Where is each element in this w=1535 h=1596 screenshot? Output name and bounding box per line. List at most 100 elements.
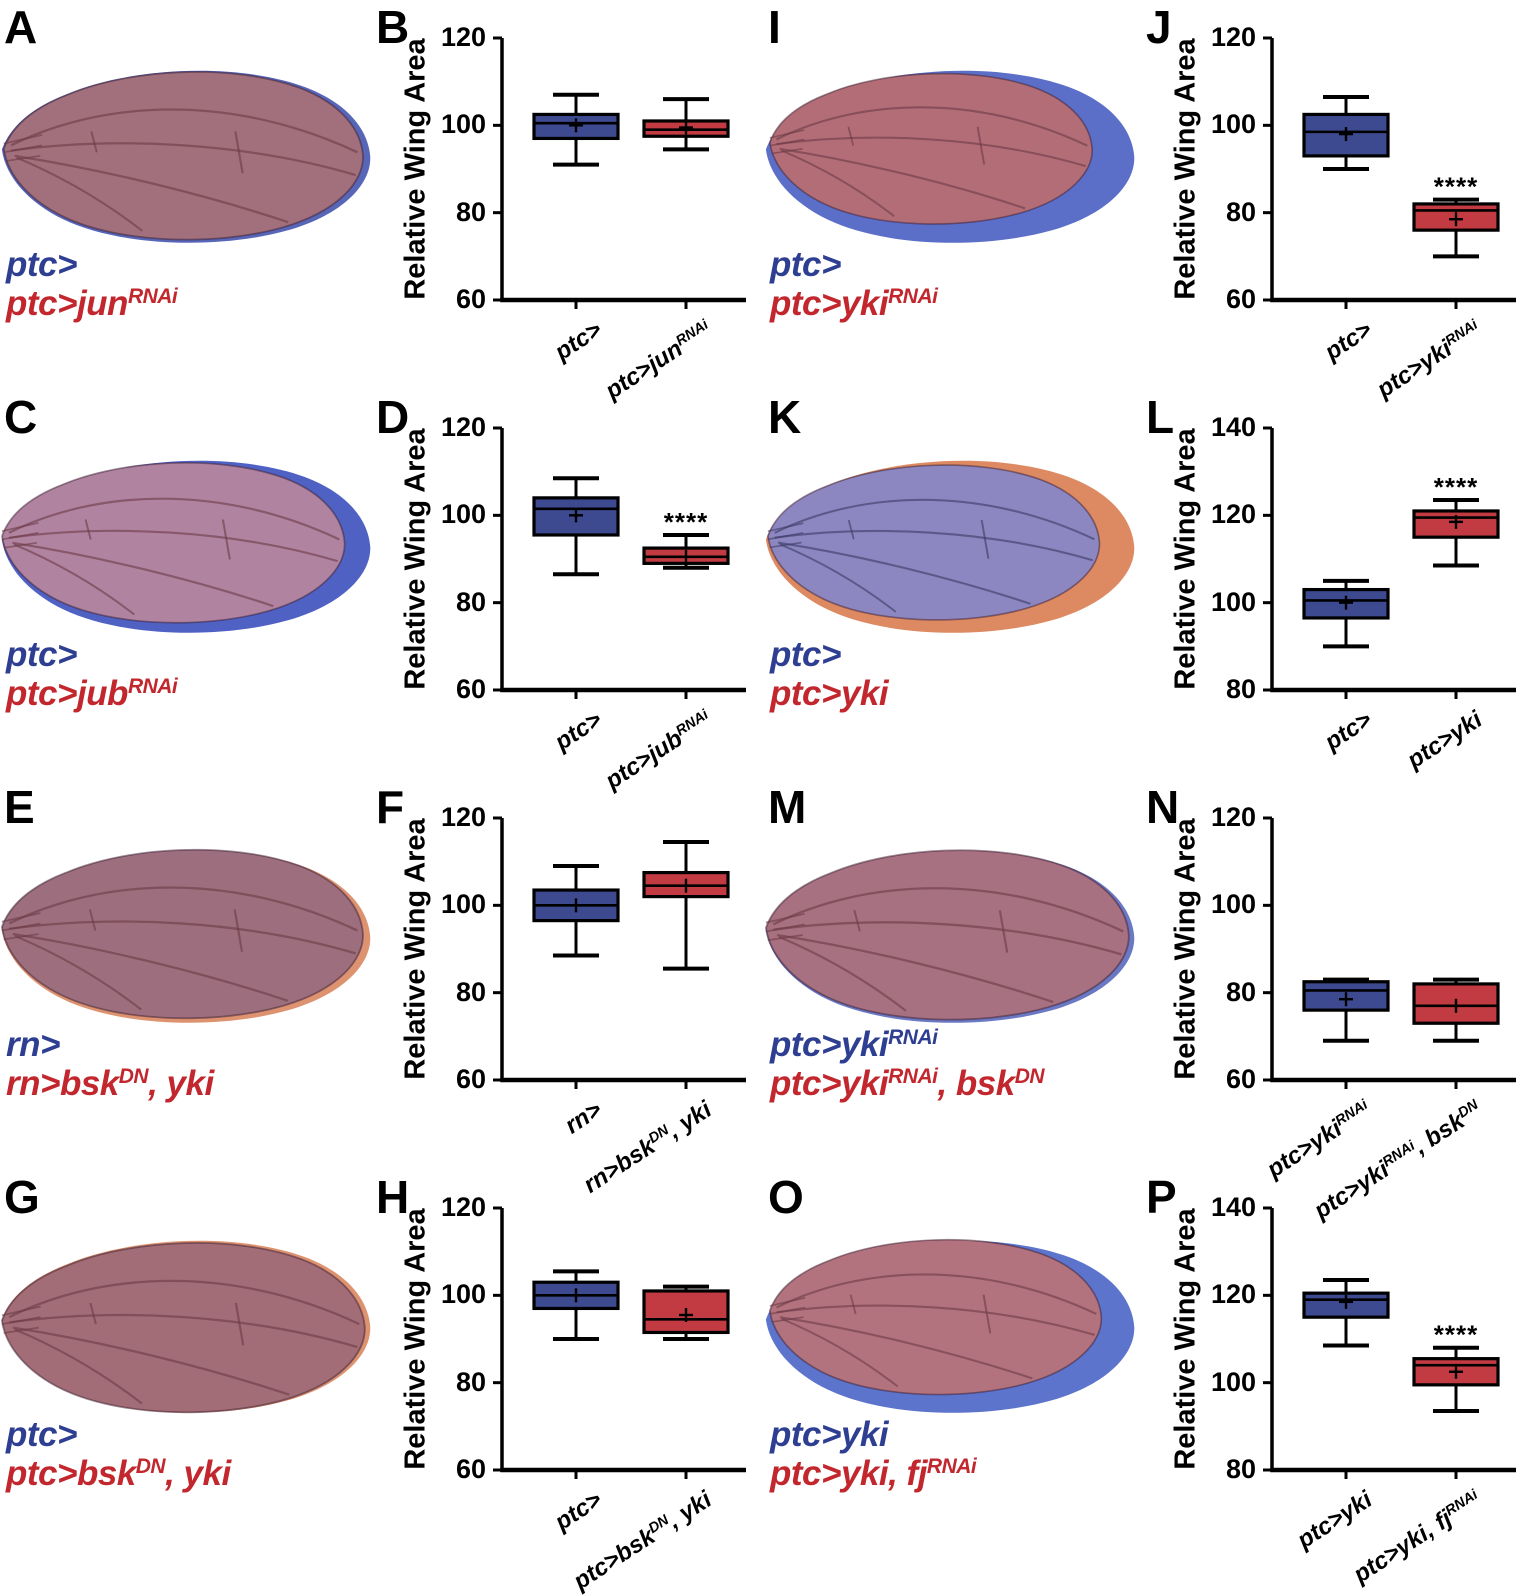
- superscript: RNAi: [1443, 1486, 1482, 1520]
- wing-image: [765, 1238, 1135, 1413]
- wing-vein: [976, 126, 986, 165]
- wing-vein: [8, 497, 340, 541]
- wing-vein: [776, 1304, 1095, 1336]
- wing-vein: [16, 156, 144, 232]
- wing-vein: [980, 519, 990, 559]
- wing-vein: [776, 136, 1086, 168]
- box-plot: [493, 1206, 746, 1479]
- genotype-label-blue: rn>: [6, 1025, 60, 1064]
- wing-vein: [853, 910, 861, 932]
- y-tick-label: 80: [455, 976, 486, 1007]
- genotype-label-blue: ptc>ykiRNAi: [770, 1025, 938, 1064]
- wing-vein: [90, 131, 98, 153]
- wing-vein: [234, 131, 244, 174]
- y-tick-label: 80: [1225, 196, 1256, 227]
- wing-vein: [1, 912, 41, 923]
- wing-body: [768, 1238, 1103, 1396]
- wing-vein: [781, 1317, 899, 1388]
- y-tick-label: 140: [1210, 412, 1256, 442]
- y-tick-label: 80: [1225, 1454, 1256, 1484]
- wing-vein: [774, 498, 1095, 541]
- panel-B: B Relative Wing Area 60 80 100 120 ptc> ptc>jun…: [372, 0, 764, 405]
- genotype-label-blue: ptc>yki: [770, 1415, 889, 1454]
- iqr-box: [1412, 202, 1500, 232]
- box-group-blue: [1302, 578, 1390, 699]
- box-plot: ****: [493, 426, 746, 699]
- y-tick-label: 100: [1210, 1366, 1256, 1397]
- superscript: DN: [118, 1064, 149, 1088]
- wing-body: [764, 849, 1130, 1021]
- wing-vein: [767, 532, 804, 541]
- wing-vein: [769, 541, 802, 549]
- y-tick-label: 60: [1225, 1064, 1256, 1094]
- y-tick-label: 60: [455, 284, 486, 314]
- panel-letter: F: [376, 781, 405, 833]
- superscript: RNAi: [1443, 316, 1482, 350]
- panel-letter: C: [4, 391, 38, 443]
- y-axis-label: Relative Wing Area: [1169, 38, 1202, 300]
- x-tick-label: ptc>: [1320, 316, 1377, 366]
- wing-vein: [771, 148, 803, 155]
- y-axis-label: Relative Wing Area: [399, 428, 432, 690]
- y-tick-label: 80: [1225, 976, 1256, 1007]
- wing-vein: [8, 886, 358, 932]
- superscript: RNAi: [926, 1454, 977, 1478]
- x-tick-label: ptc>: [550, 1486, 607, 1536]
- wing-body: [0, 1242, 366, 1414]
- wing-vein: [847, 519, 855, 540]
- genotype-label-blue: ptc>: [6, 245, 77, 284]
- y-tick-label: 100: [440, 889, 486, 920]
- wing-vein: [773, 921, 1122, 956]
- wing-vein: [5, 154, 41, 162]
- panel-letter: H: [376, 1171, 410, 1223]
- panel-N: N Relative Wing Area 60 80 100 120 ptc>ykiRNAi…: [1142, 780, 1535, 1224]
- genotype-label-red: ptc>ykiRNAi, bskDN: [770, 1063, 1045, 1103]
- box-plot: [493, 36, 746, 309]
- x-tick-label: ptc>: [550, 706, 607, 756]
- y-tick-label: 100: [440, 499, 486, 530]
- superscript: RNAi: [127, 674, 178, 698]
- panel-letter: G: [4, 1171, 40, 1223]
- box-group-red: [642, 97, 730, 309]
- wing-vein: [769, 129, 805, 139]
- wing-vein: [8, 529, 338, 563]
- superscript: DN: [135, 1454, 166, 1478]
- panel-letter: D: [376, 391, 410, 443]
- wing-vein: [234, 1302, 245, 1346]
- wing-vein: [221, 519, 231, 560]
- wing-vein: [769, 1297, 806, 1307]
- box-plot: [1263, 816, 1516, 1089]
- wing-vein: [1, 522, 39, 532]
- genotype-label-blue: ptc>: [6, 1415, 77, 1454]
- genotype-labels: ptc> ptc>ykiRNAi: [770, 245, 938, 323]
- wing-vein: [772, 887, 1124, 933]
- y-tick-label: 120: [1210, 1279, 1256, 1310]
- wing-vein: [777, 541, 1031, 605]
- wing-body: [769, 72, 1094, 225]
- y-tick-label: 120: [440, 1192, 486, 1222]
- wing-vein: [84, 519, 92, 540]
- box-group-red: ****: [1412, 472, 1500, 699]
- y-tick-label: 80: [455, 196, 486, 227]
- wing-vein: [14, 1328, 143, 1405]
- genotype-labels: ptc>ykiRNAi ptc>ykiRNAi, bskDN: [770, 1025, 1045, 1103]
- superscript: RNAi: [888, 1026, 938, 1050]
- wing-body: [1, 461, 346, 624]
- superscript: RNAi: [1333, 1096, 1372, 1130]
- box-group-blue: [1302, 1278, 1390, 1479]
- genotype-label-red: ptc>yki, fjRNAi: [770, 1453, 977, 1493]
- wing-vein: [1, 531, 39, 541]
- wing-image: [764, 849, 1135, 1023]
- x-tick-label: ptc>yki: [1292, 1486, 1377, 1555]
- y-tick-label: 60: [1225, 284, 1256, 314]
- box-group-red: ****: [642, 507, 730, 699]
- y-tick-label: 140: [1210, 1192, 1256, 1222]
- panel-D: D **** Relative Wing Area 60 80 100 120 ptc> ptc…: [372, 390, 764, 795]
- y-axis-label: Relative Wing Area: [399, 1208, 432, 1470]
- y-tick-label: 120: [440, 412, 486, 442]
- box-group-blue: [1302, 94, 1390, 309]
- wing-image: [765, 460, 1135, 633]
